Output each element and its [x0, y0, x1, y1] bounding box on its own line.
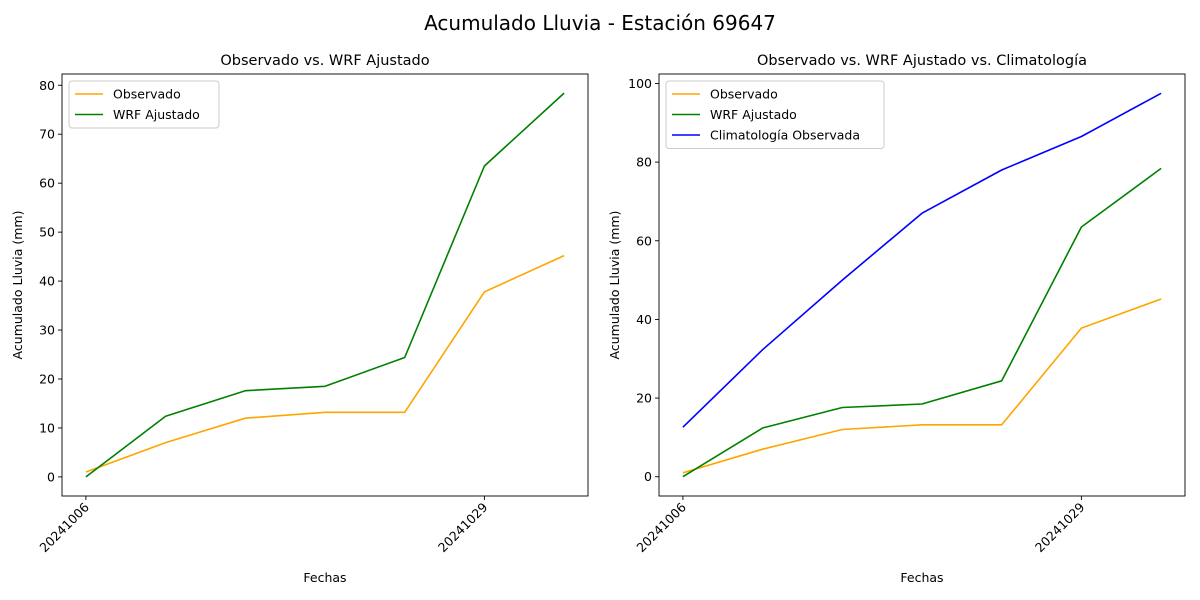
plot-frame [658, 73, 1186, 497]
x-tick-label: 20241029 [1032, 499, 1088, 555]
chart-observado-wrf-climatologia: Observado vs. WRF Ajustado vs. Climatolo… [607, 53, 1186, 585]
y-tick-label: 60 [636, 233, 652, 248]
y-tick-label: 20 [39, 371, 55, 386]
legend-label: WRF Ajustado [113, 107, 200, 122]
y-tick-label: 60 [39, 176, 55, 191]
y-tick-label: 30 [39, 323, 55, 338]
series-line-0 [85, 254, 565, 473]
plot-frame [61, 73, 589, 497]
y-tick-label: 80 [636, 155, 652, 170]
legend-label: Observado [113, 87, 181, 102]
series-line-1 [85, 92, 565, 478]
chart-observado-wrf: Observado vs. WRF Ajustado 0 10 20 30 40 50 60 7… [10, 53, 589, 585]
x-tick-label: 20241006 [36, 499, 92, 555]
y-tick-label: 40 [636, 312, 652, 327]
legend-label: Climatología Observada [710, 128, 860, 143]
x-axis-label: Fechas [303, 570, 346, 585]
y-tick-label: 0 [644, 469, 652, 484]
chart-title: Observado vs. WRF Ajustado vs. Climatolo… [757, 53, 1087, 69]
y-tick-label: 50 [39, 225, 55, 240]
chart-title: Observado vs. WRF Ajustado [220, 53, 429, 69]
y-tick-label: 20 [636, 391, 652, 406]
y-tick-label: 70 [39, 127, 55, 142]
series-line-1 [682, 167, 1162, 478]
y-tick-label: 40 [39, 274, 55, 289]
legend-box [68, 80, 220, 129]
x-axis-label: Fechas [900, 570, 943, 585]
legend-label: WRF Ajustado [710, 107, 797, 122]
series-line-0 [682, 298, 1162, 474]
y-axis-label: Acumulado Lluvia (mm) [10, 211, 25, 360]
y-axis-label: Acumulado Lluvia (mm) [607, 211, 622, 360]
legend-label: Observado [710, 87, 778, 102]
legend-box [665, 80, 885, 149]
x-tick-label: 20241029 [435, 499, 491, 555]
y-tick-label: 100 [628, 76, 652, 91]
x-tick-label: 20241006 [633, 499, 689, 555]
series-line-2 [682, 92, 1162, 428]
y-tick-label: 80 [39, 78, 55, 93]
figure-title: Acumulado Lluvia - Estación 69647 [424, 11, 776, 35]
y-tick-label: 0 [47, 469, 55, 484]
y-tick-label: 10 [39, 420, 55, 435]
